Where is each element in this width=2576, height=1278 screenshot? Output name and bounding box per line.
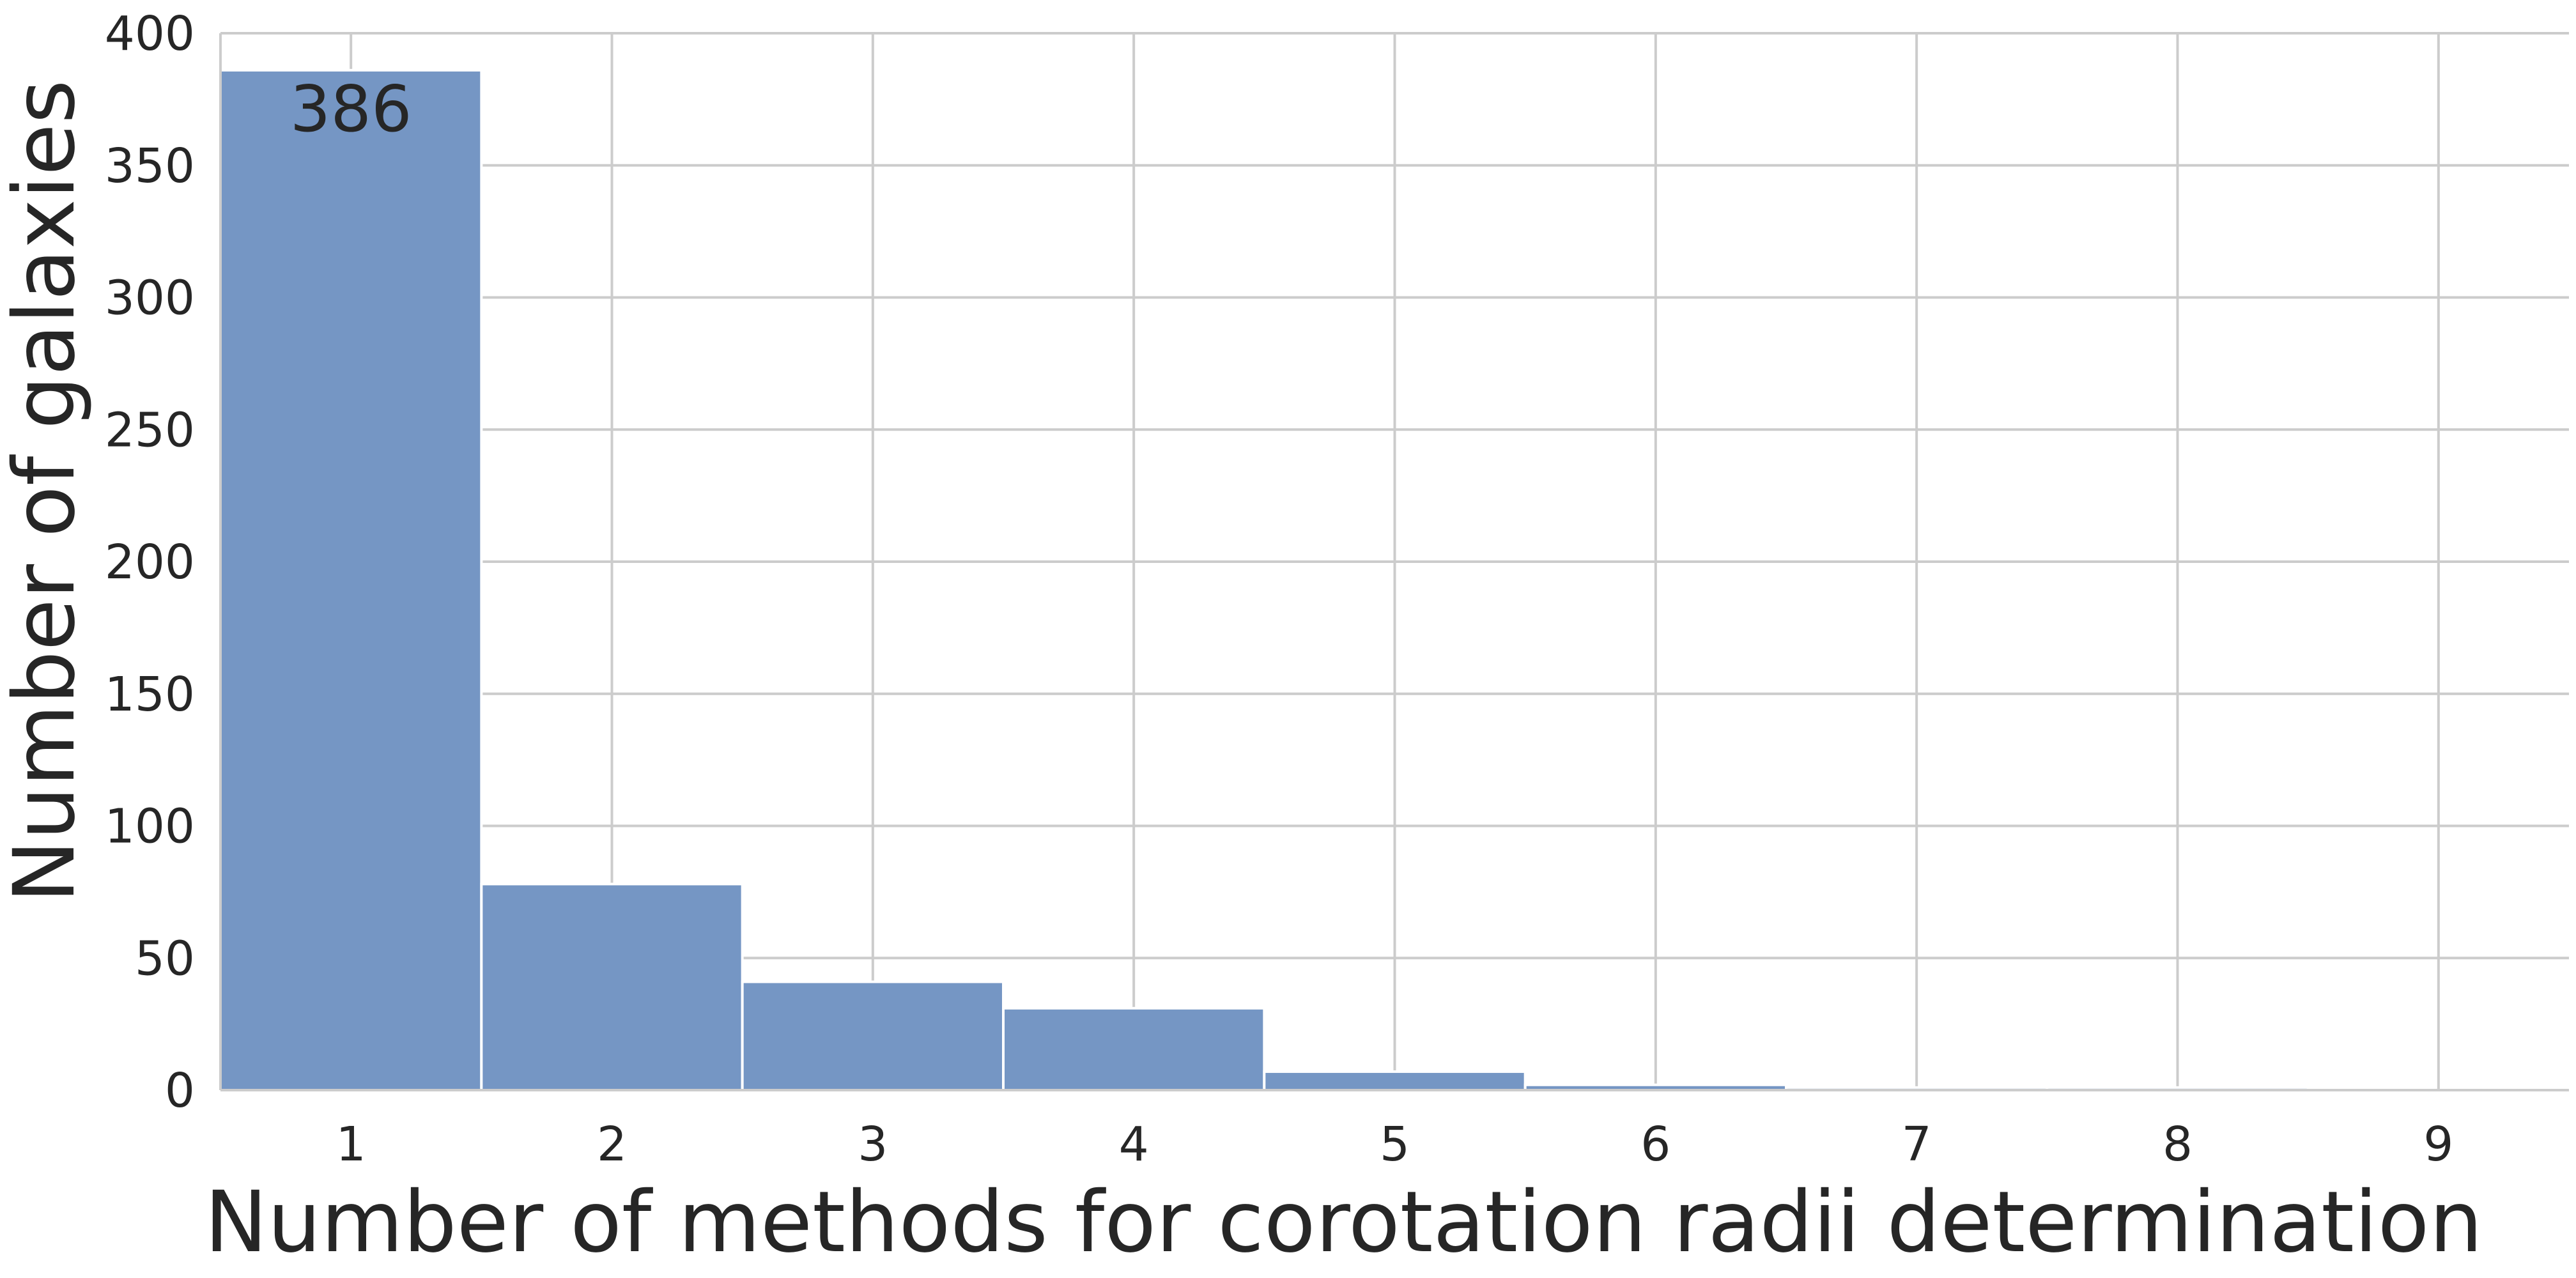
y-tick-label: 50 — [135, 931, 195, 986]
x-tick-label: 7 — [1902, 1117, 1932, 1172]
x-tick-label: 3 — [858, 1117, 888, 1172]
y-tick-label: 100 — [105, 799, 195, 854]
bar-3 — [741, 980, 1005, 1091]
bar-2 — [480, 882, 744, 1091]
y-axis-title: Number of galaxies — [0, 80, 94, 903]
bar-5 — [1263, 1070, 1527, 1092]
x-tick-label: 2 — [597, 1117, 627, 1172]
bar-value-label: 386 — [290, 72, 412, 146]
x-tick-label: 9 — [2423, 1117, 2453, 1172]
x-tick-label: 8 — [2163, 1117, 2193, 1172]
y-tick-label: 300 — [105, 271, 195, 326]
y-tick-label: 200 — [105, 535, 195, 590]
y-tick-label: 0 — [165, 1063, 195, 1118]
y-tick-label: 350 — [105, 139, 195, 194]
x-axis-title: Number of methods for corotation radii d… — [204, 1173, 2483, 1272]
y-tick-label: 400 — [105, 6, 195, 61]
y-tick-label: 150 — [105, 667, 195, 722]
x-tick-label: 5 — [1380, 1117, 1410, 1172]
axes: 0 50 100 150 200 250 300 350 400 1 2 3 4 5 6 7 8 9 — [105, 6, 2569, 1172]
x-tick-label: 4 — [1119, 1117, 1149, 1172]
bar-1 — [219, 68, 483, 1091]
bar-4 — [1002, 1006, 1266, 1091]
x-tick-label: 1 — [336, 1117, 366, 1172]
x-tick-label: 6 — [1640, 1117, 1670, 1172]
y-tick-label: 250 — [105, 403, 195, 458]
grid — [220, 32, 2569, 1091]
bars — [219, 68, 2310, 1092]
data-labels: 386 — [290, 72, 412, 146]
